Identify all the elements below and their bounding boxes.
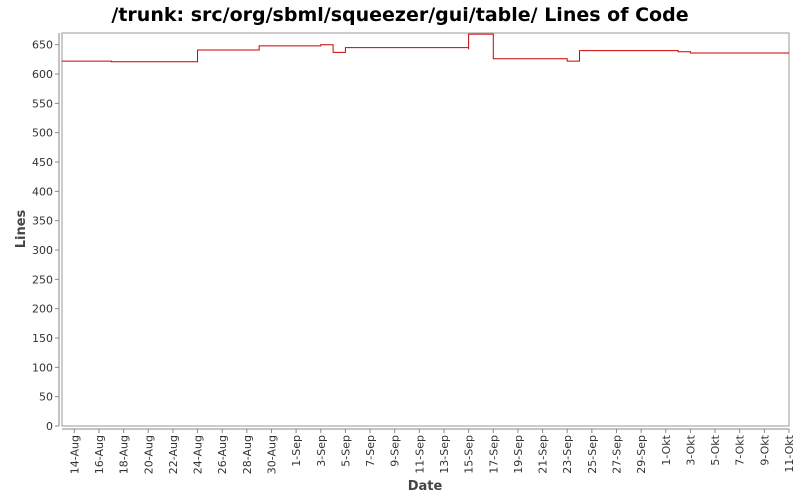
x-tick-label: 25-Sep <box>586 435 599 474</box>
chart-title: /trunk: src/org/sbml/squeezer/gui/table/… <box>111 4 689 26</box>
x-axis-ticks: 14-Aug 16-Aug 18-Aug 20-Aug 22-Aug 24-Aug 26-A… <box>68 429 796 474</box>
x-tick-label: 11-Okt <box>783 434 796 472</box>
y-tick-label: 0 <box>46 420 53 433</box>
x-tick-label: 14-Aug <box>68 435 81 474</box>
y-tick-label: 500 <box>32 127 53 140</box>
x-tick-label: 5-Sep <box>339 435 352 467</box>
y-tick-label: 350 <box>32 215 53 228</box>
x-tick-label: 5-Okt <box>709 434 722 465</box>
y-tick-label: 250 <box>32 273 53 286</box>
x-tick-label: 17-Sep <box>487 435 500 474</box>
x-tick-label: 3-Sep <box>315 435 328 467</box>
x-tick-label: 19-Sep <box>512 435 525 474</box>
x-tick-label: 11-Sep <box>413 435 426 474</box>
y-tick-label: 650 <box>32 39 53 52</box>
x-tick-label: 1-Sep <box>290 435 303 467</box>
x-tick-label: 18-Aug <box>118 435 131 474</box>
x-tick-label: 24-Aug <box>192 435 205 474</box>
y-tick-label: 400 <box>32 185 53 198</box>
x-tick-label: 9-Sep <box>389 435 402 467</box>
x-axis-title: Date <box>408 479 443 494</box>
series-line <box>62 33 789 63</box>
x-tick-label: 1-Okt <box>660 434 673 465</box>
x-tick-label: 27-Sep <box>610 435 623 474</box>
x-tick-label: 21-Sep <box>537 435 550 474</box>
x-tick-label: 3-Okt <box>684 434 697 465</box>
x-tick-label: 22-Aug <box>167 435 180 474</box>
plot-area <box>61 32 790 427</box>
x-tick-label: 15-Sep <box>463 435 476 474</box>
x-tick-label: 28-Aug <box>241 435 254 474</box>
x-tick-label: 13-Sep <box>438 435 451 474</box>
y-axis-title: Lines <box>14 209 29 248</box>
x-tick-label: 7-Sep <box>364 435 377 467</box>
x-tick-label: 30-Aug <box>265 435 278 474</box>
y-axis-ticks: 0 50 100 150 200 250 300 350 400 450 500 550 600 650 <box>32 39 59 433</box>
x-tick-label: 9-Okt <box>758 434 771 465</box>
y-tick-label: 50 <box>39 391 53 404</box>
x-tick-label: 16-Aug <box>93 435 106 474</box>
x-tick-label: 29-Sep <box>635 435 648 474</box>
x-tick-label: 23-Sep <box>561 435 574 474</box>
y-tick-label: 300 <box>32 244 53 257</box>
y-tick-label: 550 <box>32 97 53 110</box>
y-tick-label: 150 <box>32 332 53 345</box>
x-tick-label: 20-Aug <box>142 435 155 474</box>
x-tick-label: 26-Aug <box>216 435 229 474</box>
x-tick-label: 7-Okt <box>734 434 747 465</box>
series-layer <box>62 33 789 63</box>
y-tick-label: 200 <box>32 303 53 316</box>
y-tick-label: 100 <box>32 361 53 374</box>
y-tick-label: 450 <box>32 156 53 169</box>
y-tick-label: 600 <box>32 68 53 81</box>
